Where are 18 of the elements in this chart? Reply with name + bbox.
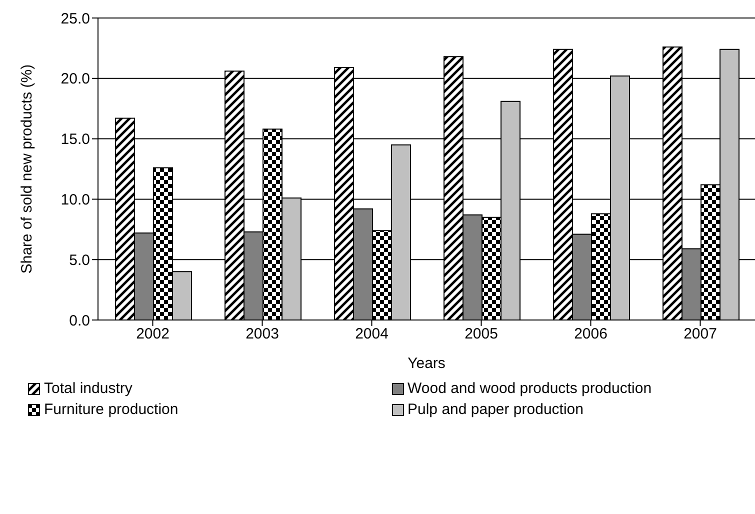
y-tick-label: 25.0: [60, 10, 90, 28]
legend-label: Furniture production: [44, 401, 178, 418]
legend-label: Wood and wood products production: [408, 380, 652, 397]
x-tick-label: 2006: [574, 326, 608, 343]
x-tick-label: 2007: [684, 326, 717, 343]
y-tick-label: 10.0: [60, 192, 90, 209]
y-tick-label: 15.0: [60, 131, 90, 148]
y-tick-label: 5.0: [69, 252, 90, 269]
x-tick-label: 2002: [136, 326, 170, 343]
x-axis-title: Years: [408, 355, 446, 372]
y-tick-label: 20.0: [60, 70, 90, 88]
legend-label: Pulp and paper production: [408, 401, 584, 418]
legend-label: Total industry: [44, 380, 132, 397]
y-tick-label: 0.0: [69, 312, 90, 330]
y-axis-title: Share of sold new products (%): [18, 64, 36, 274]
x-tick-label: 2004: [355, 326, 388, 343]
x-tick-label: 2005: [464, 326, 498, 343]
x-tick-label: 2003: [246, 326, 279, 343]
